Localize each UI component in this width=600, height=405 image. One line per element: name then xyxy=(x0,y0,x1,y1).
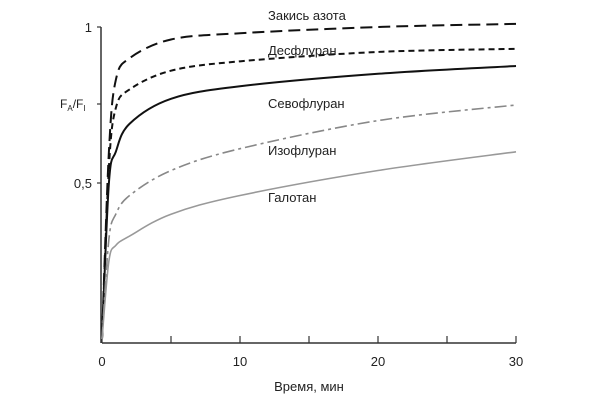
series-line xyxy=(101,65,517,340)
x-tick-label: 0 xyxy=(98,354,105,369)
series-label: Закись азота xyxy=(268,8,347,23)
series-label: Десфлуран xyxy=(268,43,337,58)
series-line xyxy=(101,104,517,340)
axes: 0 10 20 30 1 0,5 xyxy=(74,20,523,369)
x-tick-label: 20 xyxy=(371,354,385,369)
series-labels: Закись азота Десфлуран Севофлуран Изофлуран… xyxy=(268,8,347,205)
x-tick-label: 30 xyxy=(509,354,523,369)
series-label: Галотан xyxy=(268,190,316,205)
series-label: Изофлуран xyxy=(268,143,336,158)
series-group xyxy=(101,22,517,340)
series-label: Севофлуран xyxy=(268,96,345,111)
y-tick-label: 0,5 xyxy=(74,176,92,191)
series-line xyxy=(101,151,517,340)
x-axis-label: Время, мин xyxy=(274,379,344,394)
y-tick-label: 1 xyxy=(85,20,92,35)
x-tick-label: 10 xyxy=(233,354,247,369)
y-axis-label: FA/FI xyxy=(60,97,86,113)
series-line xyxy=(101,47,517,340)
